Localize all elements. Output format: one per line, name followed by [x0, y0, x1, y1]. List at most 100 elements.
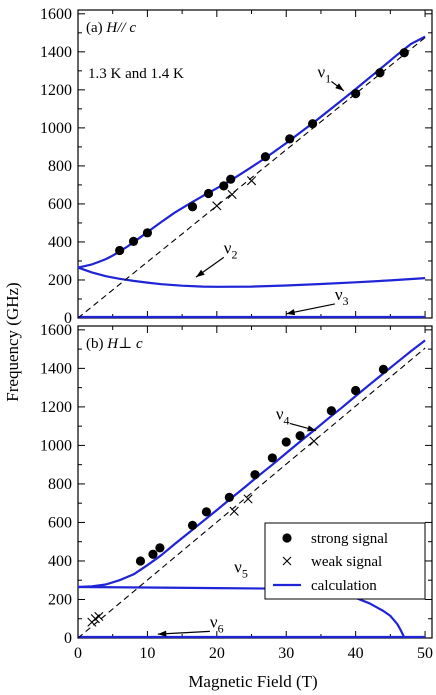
data-point-strong: [142, 228, 153, 238]
panel-label: (a) H// c: [86, 20, 136, 36]
mode-label-sub: 3: [343, 294, 349, 308]
data-point-strong: [378, 364, 389, 374]
data-point-strong: [267, 453, 277, 463]
panel-label-prefix: (b): [86, 336, 107, 352]
mode-label-sub: 1: [325, 71, 331, 85]
dashed-line: [77, 347, 426, 639]
mode-arrowhead-nu6: [157, 630, 167, 637]
x-tick-label: 50: [417, 645, 433, 662]
y-axis-title: Frequency (GHz): [3, 282, 22, 401]
data-point-strong: [224, 492, 234, 503]
y-tick-label: 1200: [40, 82, 72, 99]
panel-label: (b) H⊥ c: [86, 336, 143, 352]
y-tick-label: 0: [64, 630, 72, 647]
mode-label-base: ν: [234, 558, 242, 577]
panel-a: 0 200 400 600 800 1000 1200 1400 1600 (a) H// c 1.…: [40, 6, 433, 327]
data-point-strong: [399, 48, 409, 58]
data-point-strong: [115, 245, 125, 256]
data-point-strong: [351, 385, 361, 396]
data-point-weak: [212, 201, 222, 211]
mode-arrowhead-nu1: [335, 83, 344, 91]
data-point-weak: [309, 436, 319, 446]
panel-label-field: H⊥ c: [106, 336, 143, 352]
data-point-weak: [94, 611, 104, 622]
data-point-strong: [295, 431, 305, 441]
y-tick-label: 400: [48, 553, 72, 570]
mode-label-sub: 5: [242, 567, 248, 581]
legend-label-weak: weak signal: [311, 554, 382, 570]
x-tick-label: 0: [74, 645, 82, 662]
data-point-strong: [203, 188, 214, 199]
data-point-strong: [187, 202, 198, 212]
legend-box: [264, 522, 426, 600]
y-tick-label: 1400: [40, 44, 72, 61]
data-point-strong: [351, 89, 361, 99]
legend-marker-strong: [282, 533, 292, 543]
data-point-strong: [375, 68, 385, 78]
data-point-weak: [246, 176, 257, 186]
mode-label-nu1: ν1: [317, 62, 331, 85]
y-tick-label: 1000: [40, 437, 72, 454]
data-point-weak: [229, 506, 239, 516]
legend-label-strong: strong signal: [311, 531, 388, 547]
mode-arrowhead-nu2: [196, 269, 205, 278]
y-tick-label: 1000: [40, 120, 72, 137]
mode-label-base: ν: [335, 285, 343, 304]
x-tick-label: 30: [278, 645, 294, 662]
panel-b: 0 200 400 600 800 1000 1200 1400 1600 0 10 20 30 40 50…: [40, 322, 433, 662]
x-tick-label: 10: [139, 645, 155, 662]
mode-arrowhead-nu3: [286, 309, 296, 316]
legend: strong signal weak signal calculation: [264, 522, 426, 600]
mode-label-nu2: ν2: [224, 238, 238, 261]
y-tick-label: 1600: [40, 322, 72, 339]
y-tick-label: 1200: [40, 399, 72, 416]
data-point-strong: [260, 152, 271, 162]
y-tick-label: 400: [48, 234, 72, 251]
y-tick-label: 800: [48, 476, 72, 493]
x-tick-label: 20: [209, 645, 225, 662]
data-point-strong: [135, 556, 146, 566]
calc-line-ν2: [77, 266, 426, 288]
x-axis-title: Magnetic Field (T): [188, 672, 317, 691]
data-point-strong: [219, 181, 229, 191]
data-point-strong: [148, 549, 158, 559]
y-tick-label: 1600: [40, 6, 72, 23]
mode-label-base: ν: [317, 62, 325, 81]
mode-label-sub: 6: [218, 621, 224, 635]
data-point-strong: [281, 437, 291, 447]
panel-label-field: H// c: [105, 20, 136, 36]
y-tick-label: 600: [48, 514, 72, 531]
panel-subtitle: 1.3 K and 1.4 K: [88, 66, 184, 82]
x-tick-label: 40: [348, 645, 364, 662]
data-point-strong: [201, 507, 212, 517]
calc-line-ν4: [77, 339, 426, 589]
data-point-weak: [243, 494, 253, 504]
mode-label-nu6: ν6: [210, 612, 224, 635]
data-point-strong: [187, 520, 198, 530]
y-tick-label: 0: [64, 310, 72, 327]
mode-label-nu4: ν4: [276, 404, 290, 427]
mode-label-nu5: ν5: [234, 558, 248, 581]
mode-label-base: ν: [224, 238, 232, 257]
legend-label-calc: calculation: [311, 578, 377, 594]
mode-label-base: ν: [276, 404, 284, 423]
mode-label-nu3: ν3: [335, 285, 349, 308]
data-point-strong: [250, 470, 260, 480]
y-tick-label: 1400: [40, 360, 72, 377]
y-tick-label: 800: [48, 158, 72, 175]
mode-label-sub: 4: [284, 413, 290, 427]
mode-label-base: ν: [210, 612, 218, 631]
y-tick-label: 200: [48, 591, 72, 608]
mode-label-sub: 2: [231, 247, 237, 261]
y-tick-label: 600: [48, 196, 72, 213]
mode-arrow-nu6: [157, 630, 210, 635]
mode-arrowhead-nu4: [307, 425, 317, 432]
panel-label-prefix: (a): [86, 20, 106, 36]
data-point-strong: [128, 236, 139, 246]
data-point-strong: [285, 134, 295, 144]
dashed-line: [77, 37, 426, 319]
y-tick-label: 200: [48, 272, 72, 289]
data-point-weak: [227, 189, 237, 200]
data-point-strong: [308, 119, 318, 129]
